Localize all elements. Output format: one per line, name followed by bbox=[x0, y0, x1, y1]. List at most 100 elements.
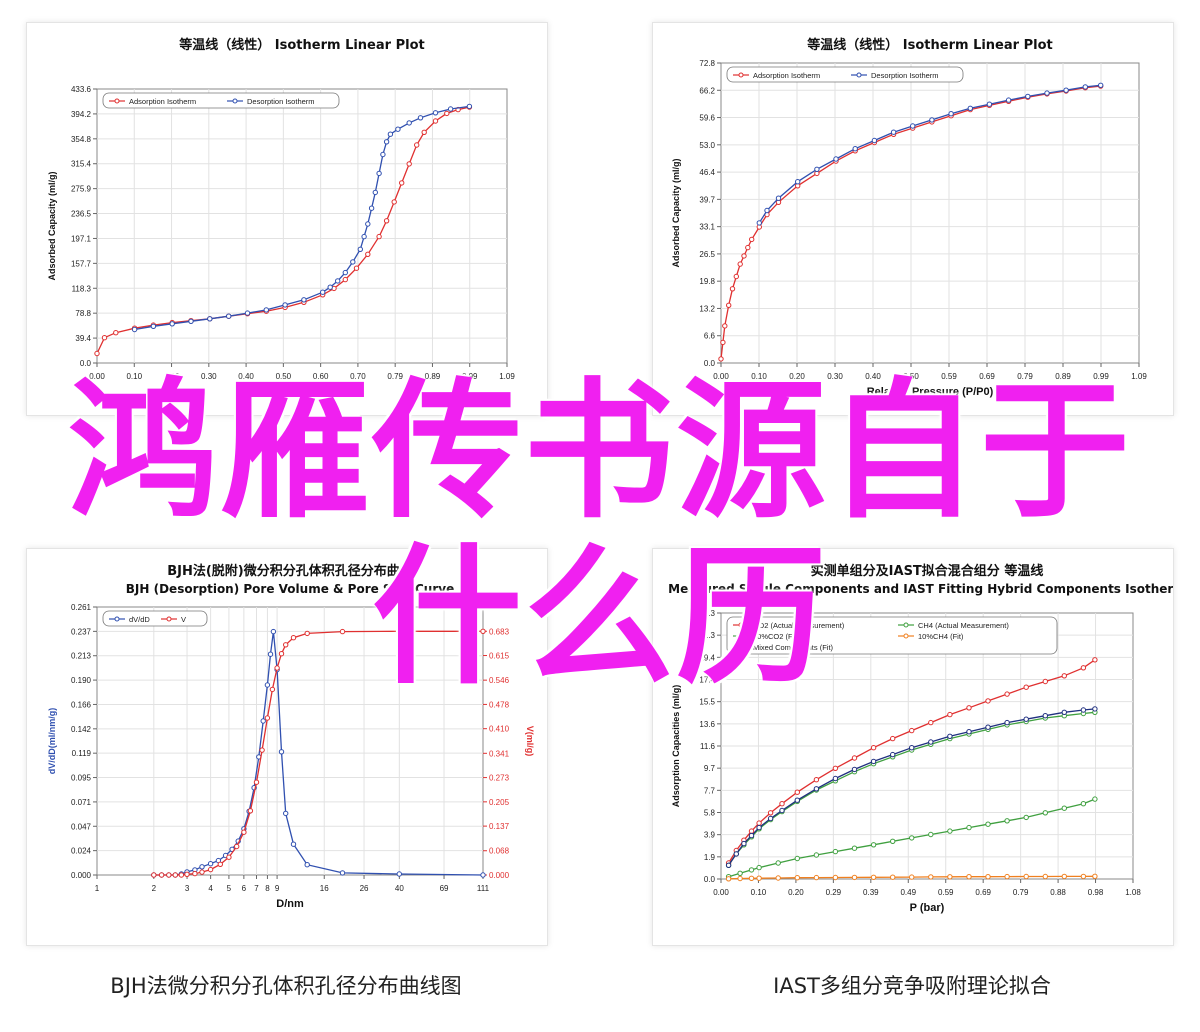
data-point bbox=[372, 189, 378, 196]
data-point bbox=[966, 705, 972, 711]
legend-marker bbox=[856, 72, 862, 78]
y-tick-label: 0.119 bbox=[72, 749, 92, 758]
y-right-tick-label: 0.273 bbox=[489, 774, 510, 783]
data-point bbox=[396, 871, 402, 877]
data-point bbox=[199, 869, 205, 875]
y-tick-label: 197.1 bbox=[71, 234, 92, 243]
y-tick-label: 0.0 bbox=[704, 359, 716, 368]
data-point bbox=[447, 106, 454, 112]
data-point bbox=[1063, 87, 1069, 93]
legend-marker bbox=[738, 644, 744, 650]
y-tick-label: 0.237 bbox=[71, 627, 92, 636]
data-point bbox=[947, 828, 953, 834]
y-tick-label: 0.071 bbox=[71, 798, 92, 807]
data-point bbox=[1092, 796, 1098, 802]
data-point bbox=[339, 628, 346, 635]
data-point bbox=[365, 251, 371, 258]
legend-box bbox=[726, 66, 964, 83]
legend-marker bbox=[114, 616, 120, 622]
x-tick-label: 0.59 bbox=[938, 888, 954, 897]
y-tick-label: 0.000 bbox=[71, 871, 92, 880]
y-axis-label: Adsorbed Capacity (ml/g) bbox=[47, 171, 57, 280]
data-point bbox=[406, 120, 412, 126]
x-tick-label: 0.20 bbox=[788, 888, 804, 897]
data-point bbox=[283, 810, 289, 817]
data-point bbox=[1092, 873, 1098, 879]
data-point bbox=[1004, 719, 1010, 726]
x-tick-label: 0.79 bbox=[387, 372, 403, 381]
data-point bbox=[813, 874, 820, 881]
legend-marker bbox=[166, 616, 172, 622]
data-point bbox=[283, 642, 289, 648]
chart-panel-top-left: 等温线（线性） Isotherm Linear Plot 0.0 39.4 78.8 1… bbox=[26, 22, 548, 416]
data-point bbox=[851, 755, 858, 761]
data-point bbox=[207, 861, 214, 867]
chart-title: BJH法(脱附)微分积分孔体积孔径分布曲线 bbox=[167, 563, 413, 579]
data-point bbox=[725, 876, 732, 882]
data-point bbox=[1004, 873, 1010, 880]
data-point bbox=[172, 872, 179, 878]
x-tick-label: 0.99 bbox=[462, 372, 478, 381]
y-tick-label: 39.7 bbox=[699, 195, 715, 204]
data-point bbox=[832, 848, 839, 855]
y-tick-label: 11.6 bbox=[700, 742, 716, 751]
x-tick-label: 6 bbox=[242, 884, 247, 893]
y-tick-label: 17.4 bbox=[699, 676, 715, 685]
data-point bbox=[94, 350, 100, 357]
data-point bbox=[217, 861, 224, 867]
data-point bbox=[1044, 90, 1050, 96]
data-point bbox=[151, 872, 157, 878]
legend-marker bbox=[114, 98, 120, 104]
y-tick-label: 315.4 bbox=[71, 160, 92, 169]
x-tick-label: 0.59 bbox=[941, 372, 957, 381]
data-point bbox=[234, 843, 240, 850]
y-tick-label: 59.6 bbox=[699, 114, 715, 123]
data-point bbox=[928, 719, 934, 726]
data-point bbox=[722, 323, 728, 329]
chart-title: 实测单组分及IAST拟合混合组分 等温线 bbox=[811, 563, 1044, 579]
data-point bbox=[274, 665, 280, 671]
data-point bbox=[749, 236, 755, 243]
x-tick-label: 0.88 bbox=[1050, 888, 1066, 897]
plot-frame bbox=[720, 62, 1140, 364]
data-point bbox=[737, 261, 743, 267]
chart-subtitle: Measured Single Components and IAST Fitt… bbox=[668, 582, 1173, 596]
data-point bbox=[259, 747, 265, 753]
data-point bbox=[158, 872, 165, 878]
y-tick-label: 66.2 bbox=[699, 86, 715, 95]
y-right-tick-label: 0.683 bbox=[489, 627, 510, 636]
x-tick-label: 9 bbox=[275, 884, 280, 893]
data-point bbox=[720, 339, 726, 346]
data-point bbox=[779, 801, 785, 807]
data-point bbox=[395, 126, 401, 132]
data-point bbox=[396, 628, 402, 635]
x-tick-label: 0.10 bbox=[126, 372, 142, 381]
y-right-tick-label: 0.478 bbox=[489, 700, 510, 709]
data-point bbox=[928, 831, 934, 838]
data-point bbox=[890, 129, 897, 135]
data-point bbox=[432, 110, 439, 116]
series-line bbox=[728, 875, 1095, 880]
data-point bbox=[1098, 82, 1104, 88]
y-axis-label: Adsorbed Capacity (ml/g) bbox=[671, 158, 681, 267]
data-point bbox=[226, 854, 232, 860]
data-point bbox=[301, 297, 307, 303]
x-tick-label: 5 bbox=[227, 884, 232, 893]
data-point bbox=[966, 729, 972, 735]
data-point bbox=[871, 137, 878, 144]
data-point bbox=[399, 180, 405, 186]
data-point bbox=[290, 841, 297, 847]
data-point bbox=[890, 838, 896, 844]
data-point bbox=[1004, 691, 1010, 697]
legend-box bbox=[726, 616, 1058, 655]
x-tick-label: 0.89 bbox=[425, 372, 441, 381]
data-point bbox=[890, 751, 896, 758]
data-point bbox=[335, 278, 341, 284]
data-point bbox=[928, 874, 934, 880]
data-point bbox=[304, 630, 310, 637]
y-tick-label: 3.9 bbox=[704, 831, 716, 840]
x-tick-label: 0.00 bbox=[89, 372, 105, 381]
x-tick-label: 3 bbox=[185, 884, 190, 893]
data-point bbox=[264, 682, 271, 688]
y-tick-label: 39.4 bbox=[75, 334, 91, 343]
